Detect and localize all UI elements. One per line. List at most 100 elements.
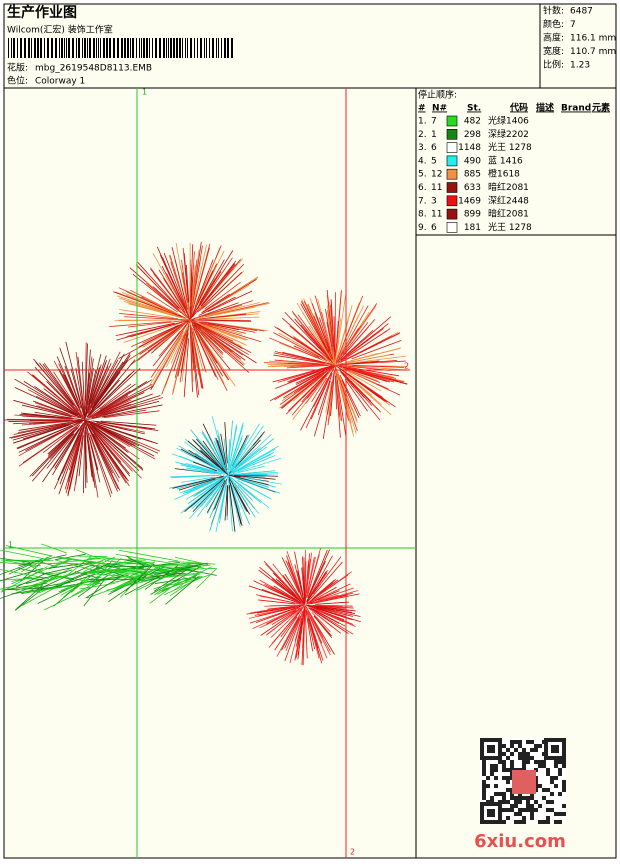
qr-module <box>530 812 534 816</box>
qr-module <box>546 772 550 776</box>
row-needle: 3 <box>431 196 437 206</box>
qr-module <box>506 756 510 760</box>
qr-module <box>494 768 498 772</box>
qr-module <box>538 744 542 748</box>
stat-label: 宽度: <box>543 45 564 57</box>
barcode-bar <box>146 38 148 58</box>
column-header: 元素 <box>592 102 610 114</box>
barcode-bar <box>106 38 108 58</box>
barcode-bar <box>166 38 167 58</box>
qr-module <box>482 796 486 800</box>
barcode-bar <box>89 38 91 58</box>
row-index: 4. <box>418 156 427 166</box>
qr-module <box>506 780 510 784</box>
qr-module <box>506 808 510 812</box>
barcode-bar <box>159 38 161 58</box>
qr-module <box>506 816 510 820</box>
barcode-bar <box>8 38 9 58</box>
barcode-bar <box>139 38 140 58</box>
qr-module <box>546 800 550 804</box>
qr-module <box>562 784 566 788</box>
row-code: 深红2448 <box>488 194 529 206</box>
qr-module <box>514 804 518 808</box>
row-needle: 1 <box>431 130 437 140</box>
color-swatch <box>447 143 457 153</box>
row-stitches: 1148 <box>458 143 481 153</box>
row-needle: 7 <box>431 117 437 127</box>
row-stitches: 490 <box>464 156 481 166</box>
qr-module <box>502 800 506 804</box>
qr-module <box>522 748 526 752</box>
qr-module <box>538 760 542 764</box>
qr-module <box>554 812 558 816</box>
qr-module <box>542 760 546 764</box>
qr-module <box>510 752 514 756</box>
barcode-bar <box>51 38 53 58</box>
qr-module <box>554 776 558 780</box>
guide-label: 1 <box>142 88 147 97</box>
barcode-bar <box>218 38 219 58</box>
row-code: 光王 1278 <box>488 141 532 153</box>
barcode-bar <box>17 38 18 58</box>
barcode-bar <box>141 38 142 58</box>
qr-module <box>510 804 514 808</box>
barcode-bar <box>100 38 101 58</box>
colorway: Colorway 1 <box>35 77 85 87</box>
barcode-bar <box>143 38 145 58</box>
qr-module <box>482 792 486 796</box>
qr-module <box>526 800 530 804</box>
barcode-bar <box>98 38 99 58</box>
qr-module <box>518 808 522 812</box>
qr-module <box>514 800 518 804</box>
stat-label: 比例: <box>543 59 564 71</box>
title: 生产作业图 <box>7 4 77 21</box>
qr-logo <box>512 770 536 794</box>
qr-module <box>498 760 502 764</box>
qr-module <box>562 764 566 768</box>
qr-module <box>522 816 526 820</box>
qr-module <box>554 784 558 788</box>
row-needle: 5 <box>431 156 437 166</box>
qr-module <box>506 800 510 804</box>
qr-module <box>494 792 498 796</box>
row-stitches: 885 <box>464 170 481 180</box>
qr-module <box>482 760 486 764</box>
qr-module <box>530 748 534 752</box>
barcode-bar <box>37 38 39 58</box>
qr-code <box>480 738 566 824</box>
qr-module <box>502 764 506 768</box>
qr-module <box>518 744 522 748</box>
barcode-bar <box>59 38 60 58</box>
qr-module <box>542 796 546 800</box>
color-swatch <box>447 222 457 232</box>
qr-module <box>522 808 526 812</box>
barcode-bar <box>224 38 226 58</box>
qr-module <box>502 768 506 772</box>
qr-module <box>494 776 498 780</box>
qr-module <box>518 796 522 800</box>
barcode-bar <box>216 38 217 58</box>
watermark: 6xiu.com <box>474 831 566 852</box>
stat-value: 6487 <box>570 7 593 17</box>
qr-module <box>558 812 562 816</box>
qr-module <box>514 740 518 744</box>
row-code: 光王 1278 <box>488 221 532 233</box>
column-header: 代码 <box>509 102 528 114</box>
qr-module <box>522 760 526 764</box>
qr-module <box>530 740 534 744</box>
barcode-bar <box>206 38 207 58</box>
barcode-bar <box>231 38 233 58</box>
barcode-bar <box>130 38 131 58</box>
qr-module <box>522 764 526 768</box>
row-stitches: 181 <box>464 223 481 233</box>
qr-module <box>546 816 550 820</box>
qr-module <box>494 764 498 768</box>
barcode-bar <box>113 38 115 58</box>
qr-module <box>514 820 518 824</box>
barcode-bar <box>132 38 134 58</box>
row-index: 7. <box>418 196 427 206</box>
qr-module <box>526 760 530 764</box>
qr-module <box>486 776 490 780</box>
barcode-bar <box>200 38 202 58</box>
